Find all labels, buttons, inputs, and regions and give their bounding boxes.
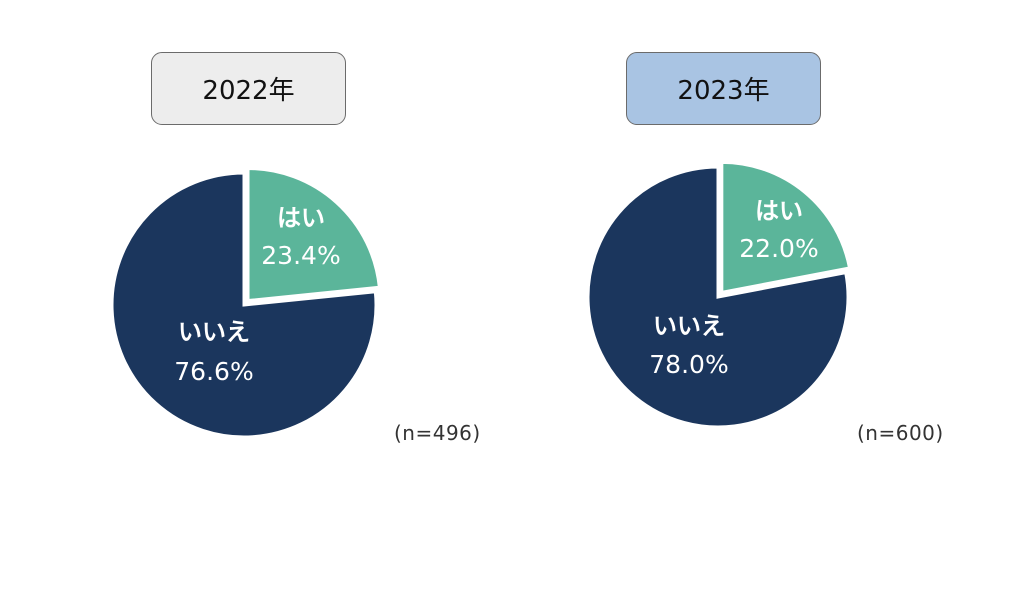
slice-percent-label: 23.4% [261, 241, 340, 270]
year-label-2023: 2023年 [626, 52, 821, 125]
slice-category-label: はい [755, 197, 803, 225]
pie-slice-yes [246, 167, 382, 303]
slice-percent-label: 78.0% [649, 350, 728, 379]
pie-slice-yes [720, 160, 852, 295]
slice-category-label: いいえ [178, 318, 250, 346]
pie-slice-no [110, 171, 378, 439]
slice-percent-label: 76.6% [174, 357, 253, 386]
year-label-2022: 2022年 [151, 52, 346, 125]
pie-slice-no [586, 165, 850, 429]
sample-size-2023: (n=600) [857, 421, 944, 445]
slice-category-label: はい [277, 204, 325, 232]
sample-size-2022: (n=496) [394, 421, 481, 445]
slice-percent-label: 22.0% [739, 234, 818, 263]
slice-category-label: いいえ [653, 312, 725, 340]
